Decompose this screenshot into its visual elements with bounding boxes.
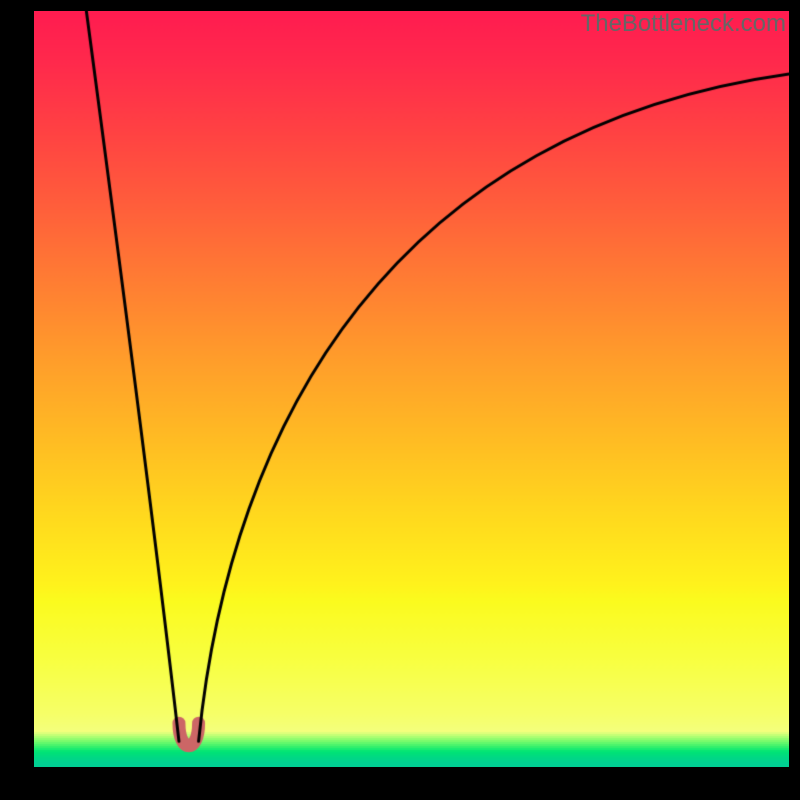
watermark-text: TheBottleneck.com — [581, 10, 786, 38]
frame-border-bottom — [0, 767, 800, 800]
figure-container: TheBottleneck.com — [0, 0, 800, 800]
bottleneck-curve — [34, 11, 789, 767]
frame-border-right — [789, 0, 800, 800]
plot-area — [34, 11, 789, 767]
frame-border-left — [0, 0, 34, 800]
